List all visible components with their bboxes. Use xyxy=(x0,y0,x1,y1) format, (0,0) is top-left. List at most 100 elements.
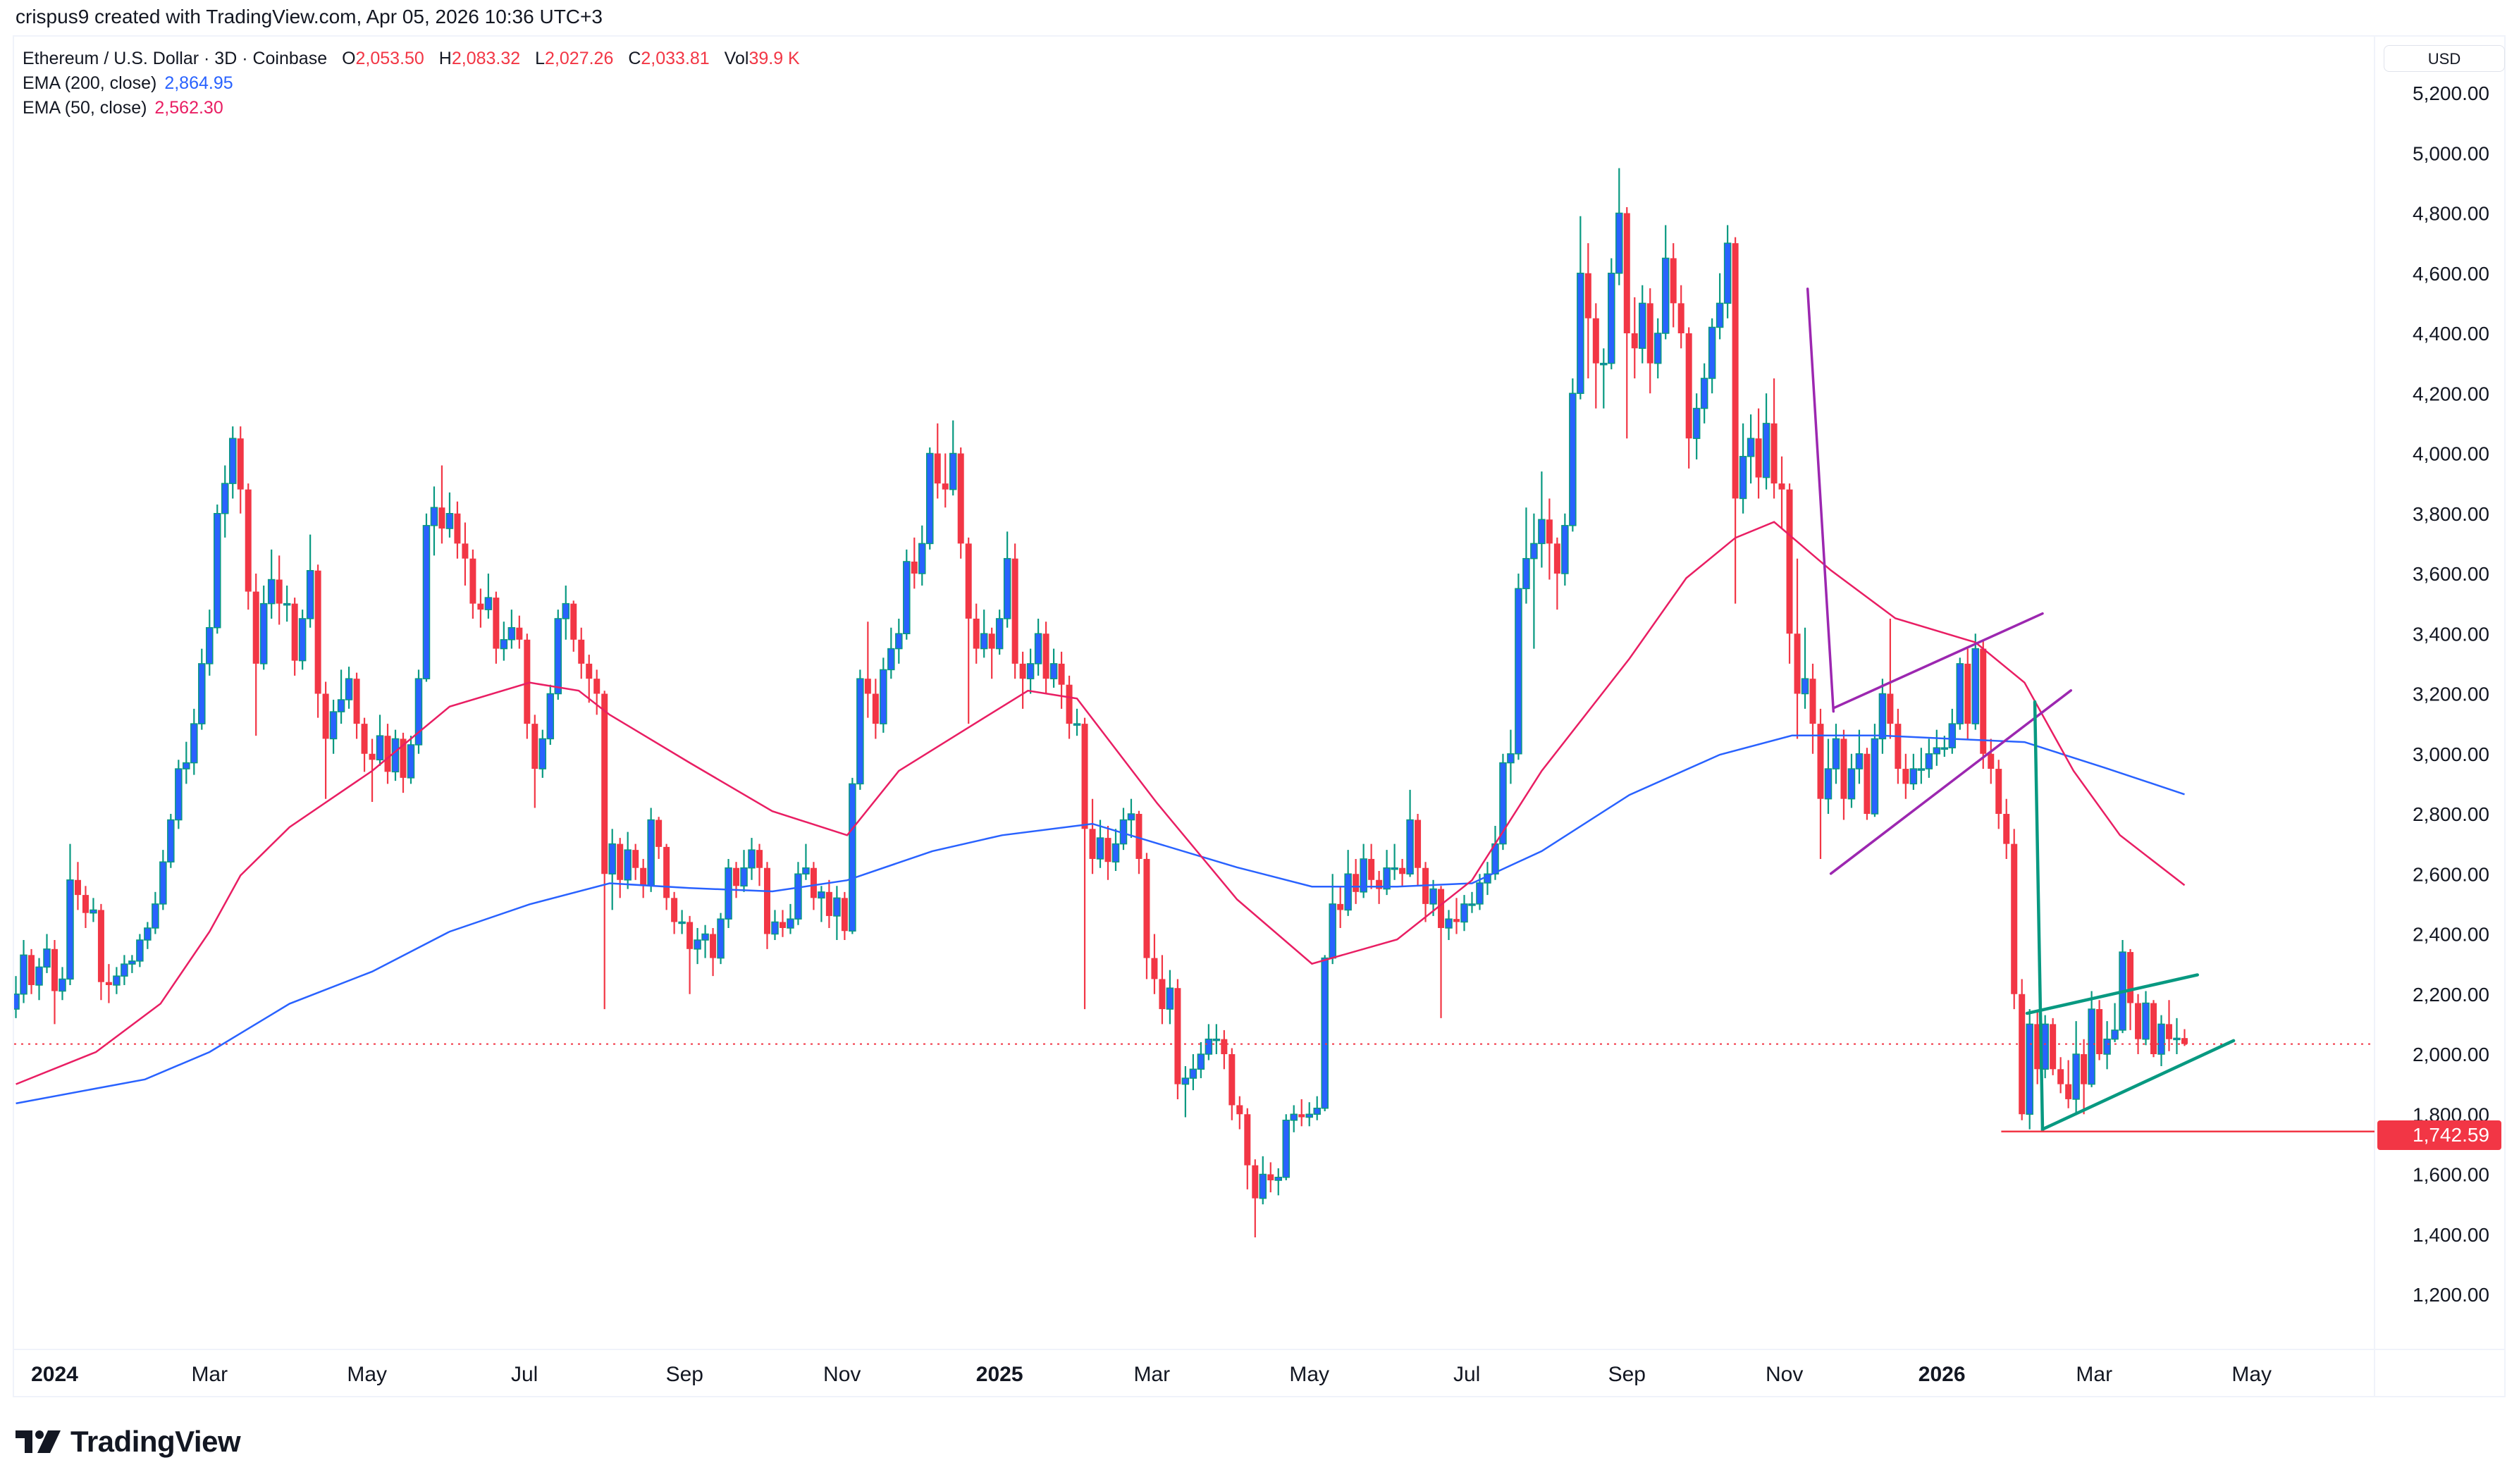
candle-body xyxy=(329,711,338,740)
candle xyxy=(1313,1096,1321,1120)
candle-body xyxy=(763,867,770,934)
candle xyxy=(2111,1003,2119,1042)
candle-body xyxy=(2088,1008,2095,1085)
ema200-legend-row[interactable]: EMA (200, close) 2,864.95 xyxy=(23,71,800,96)
candle xyxy=(942,453,949,508)
candle xyxy=(1159,955,1166,1025)
tradingview-logo[interactable]: TradingView xyxy=(16,1425,241,1459)
candle-body xyxy=(1236,1105,1243,1115)
candle xyxy=(1422,862,1429,922)
candle-body xyxy=(361,724,368,754)
candle xyxy=(1353,858,1360,904)
candle xyxy=(1066,675,1073,739)
candle-body xyxy=(1817,724,1824,799)
candle-body xyxy=(740,867,748,887)
candle-body xyxy=(1600,362,1608,366)
ema50-legend-row[interactable]: EMA (50, close) 2,562.30 xyxy=(23,96,800,120)
drawings[interactable] xyxy=(1806,287,2375,1132)
plot-area[interactable] xyxy=(13,168,2375,1238)
purple-trendline[interactable] xyxy=(1832,612,2044,710)
candle xyxy=(1732,237,1739,604)
candle xyxy=(74,862,81,910)
chart-pane[interactable] xyxy=(13,35,2506,1397)
candle-body xyxy=(678,921,686,925)
candle-body xyxy=(1917,768,1926,771)
price-tick-label: 4,600.00 xyxy=(2413,263,2489,285)
candle xyxy=(1305,1102,1313,1127)
candle xyxy=(1445,910,1453,941)
candle xyxy=(1034,618,1042,676)
candle-body xyxy=(2065,1084,2072,1099)
candle xyxy=(740,850,748,892)
candle xyxy=(1902,753,1909,799)
candle xyxy=(43,934,51,973)
candle xyxy=(1670,243,1677,328)
candle xyxy=(2072,1021,2080,1115)
candle-body xyxy=(1058,663,1065,685)
candle-body xyxy=(454,513,461,544)
candle-body xyxy=(298,618,307,662)
candle xyxy=(1577,216,1584,400)
candle-body xyxy=(973,618,980,649)
green-trendline[interactable] xyxy=(2025,973,2200,1015)
tradingview-logo-text: TradingView xyxy=(70,1425,241,1458)
candle-body xyxy=(1864,753,1871,814)
candle xyxy=(710,927,717,977)
candle-body xyxy=(2003,814,2010,844)
candle xyxy=(1143,853,1150,979)
candle-body xyxy=(1824,768,1833,800)
low-label: L xyxy=(535,49,546,68)
green-trendline[interactable] xyxy=(2033,700,2045,1132)
candle xyxy=(1453,898,1460,934)
candle xyxy=(1817,708,1824,859)
candle-body xyxy=(880,669,887,724)
candle-body xyxy=(1988,753,1995,769)
candle-body xyxy=(1383,867,1391,890)
candle xyxy=(391,729,400,781)
candle-body xyxy=(1252,1165,1259,1199)
candle-body xyxy=(20,954,27,995)
candle-body xyxy=(694,939,701,950)
candle-body xyxy=(1073,723,1081,726)
currency-button[interactable]: USD xyxy=(2384,45,2505,72)
candle xyxy=(671,891,678,934)
candle-body xyxy=(748,849,756,869)
candle xyxy=(2150,1000,2157,1058)
candle xyxy=(2157,1015,2165,1067)
candle-body xyxy=(245,489,252,592)
candle xyxy=(206,610,214,676)
candle-body xyxy=(144,927,152,941)
candle-body xyxy=(516,627,523,640)
candle-body xyxy=(624,849,632,881)
purple-trendline[interactable] xyxy=(1806,287,1835,713)
candle xyxy=(1049,648,1058,688)
candle-body xyxy=(1003,557,1011,619)
candle-body xyxy=(802,867,810,874)
candle xyxy=(1236,1096,1243,1130)
candle xyxy=(97,903,104,1001)
purple-trendline[interactable] xyxy=(1829,689,2073,875)
candle xyxy=(1391,843,1398,880)
green-trendline[interactable] xyxy=(2040,1039,2236,1131)
candle-body xyxy=(1081,724,1088,829)
candle-body xyxy=(384,736,391,772)
candle-body xyxy=(686,922,694,949)
candle-body xyxy=(1995,769,2002,814)
candle xyxy=(183,741,190,784)
candle xyxy=(856,669,864,790)
candle xyxy=(1189,1054,1197,1091)
price-axis[interactable]: 5,200.00 5,000.00 4,800.00 4,600.00 4,400.00… xyxy=(2413,82,2489,1306)
candle-body xyxy=(2111,1029,2119,1040)
candle-body xyxy=(794,873,802,920)
price-tick-label: 4,200.00 xyxy=(2413,383,2489,404)
time-axis[interactable]: 2024 Mar May Jul Sep Nov 2025 Mar May Jul Sep Nov 20… xyxy=(31,1363,2272,1386)
candle-body xyxy=(1948,723,1957,748)
candle-body xyxy=(414,678,423,746)
price-tick-label: 2,200.00 xyxy=(2413,984,2489,1006)
candle-body xyxy=(1716,302,1724,328)
symbol-legend-row[interactable]: Ethereum / U.S. Dollar · 3D · Coinbase O… xyxy=(23,47,800,71)
candle xyxy=(1174,979,1181,1099)
candle xyxy=(570,600,577,652)
candle-body xyxy=(369,753,376,760)
